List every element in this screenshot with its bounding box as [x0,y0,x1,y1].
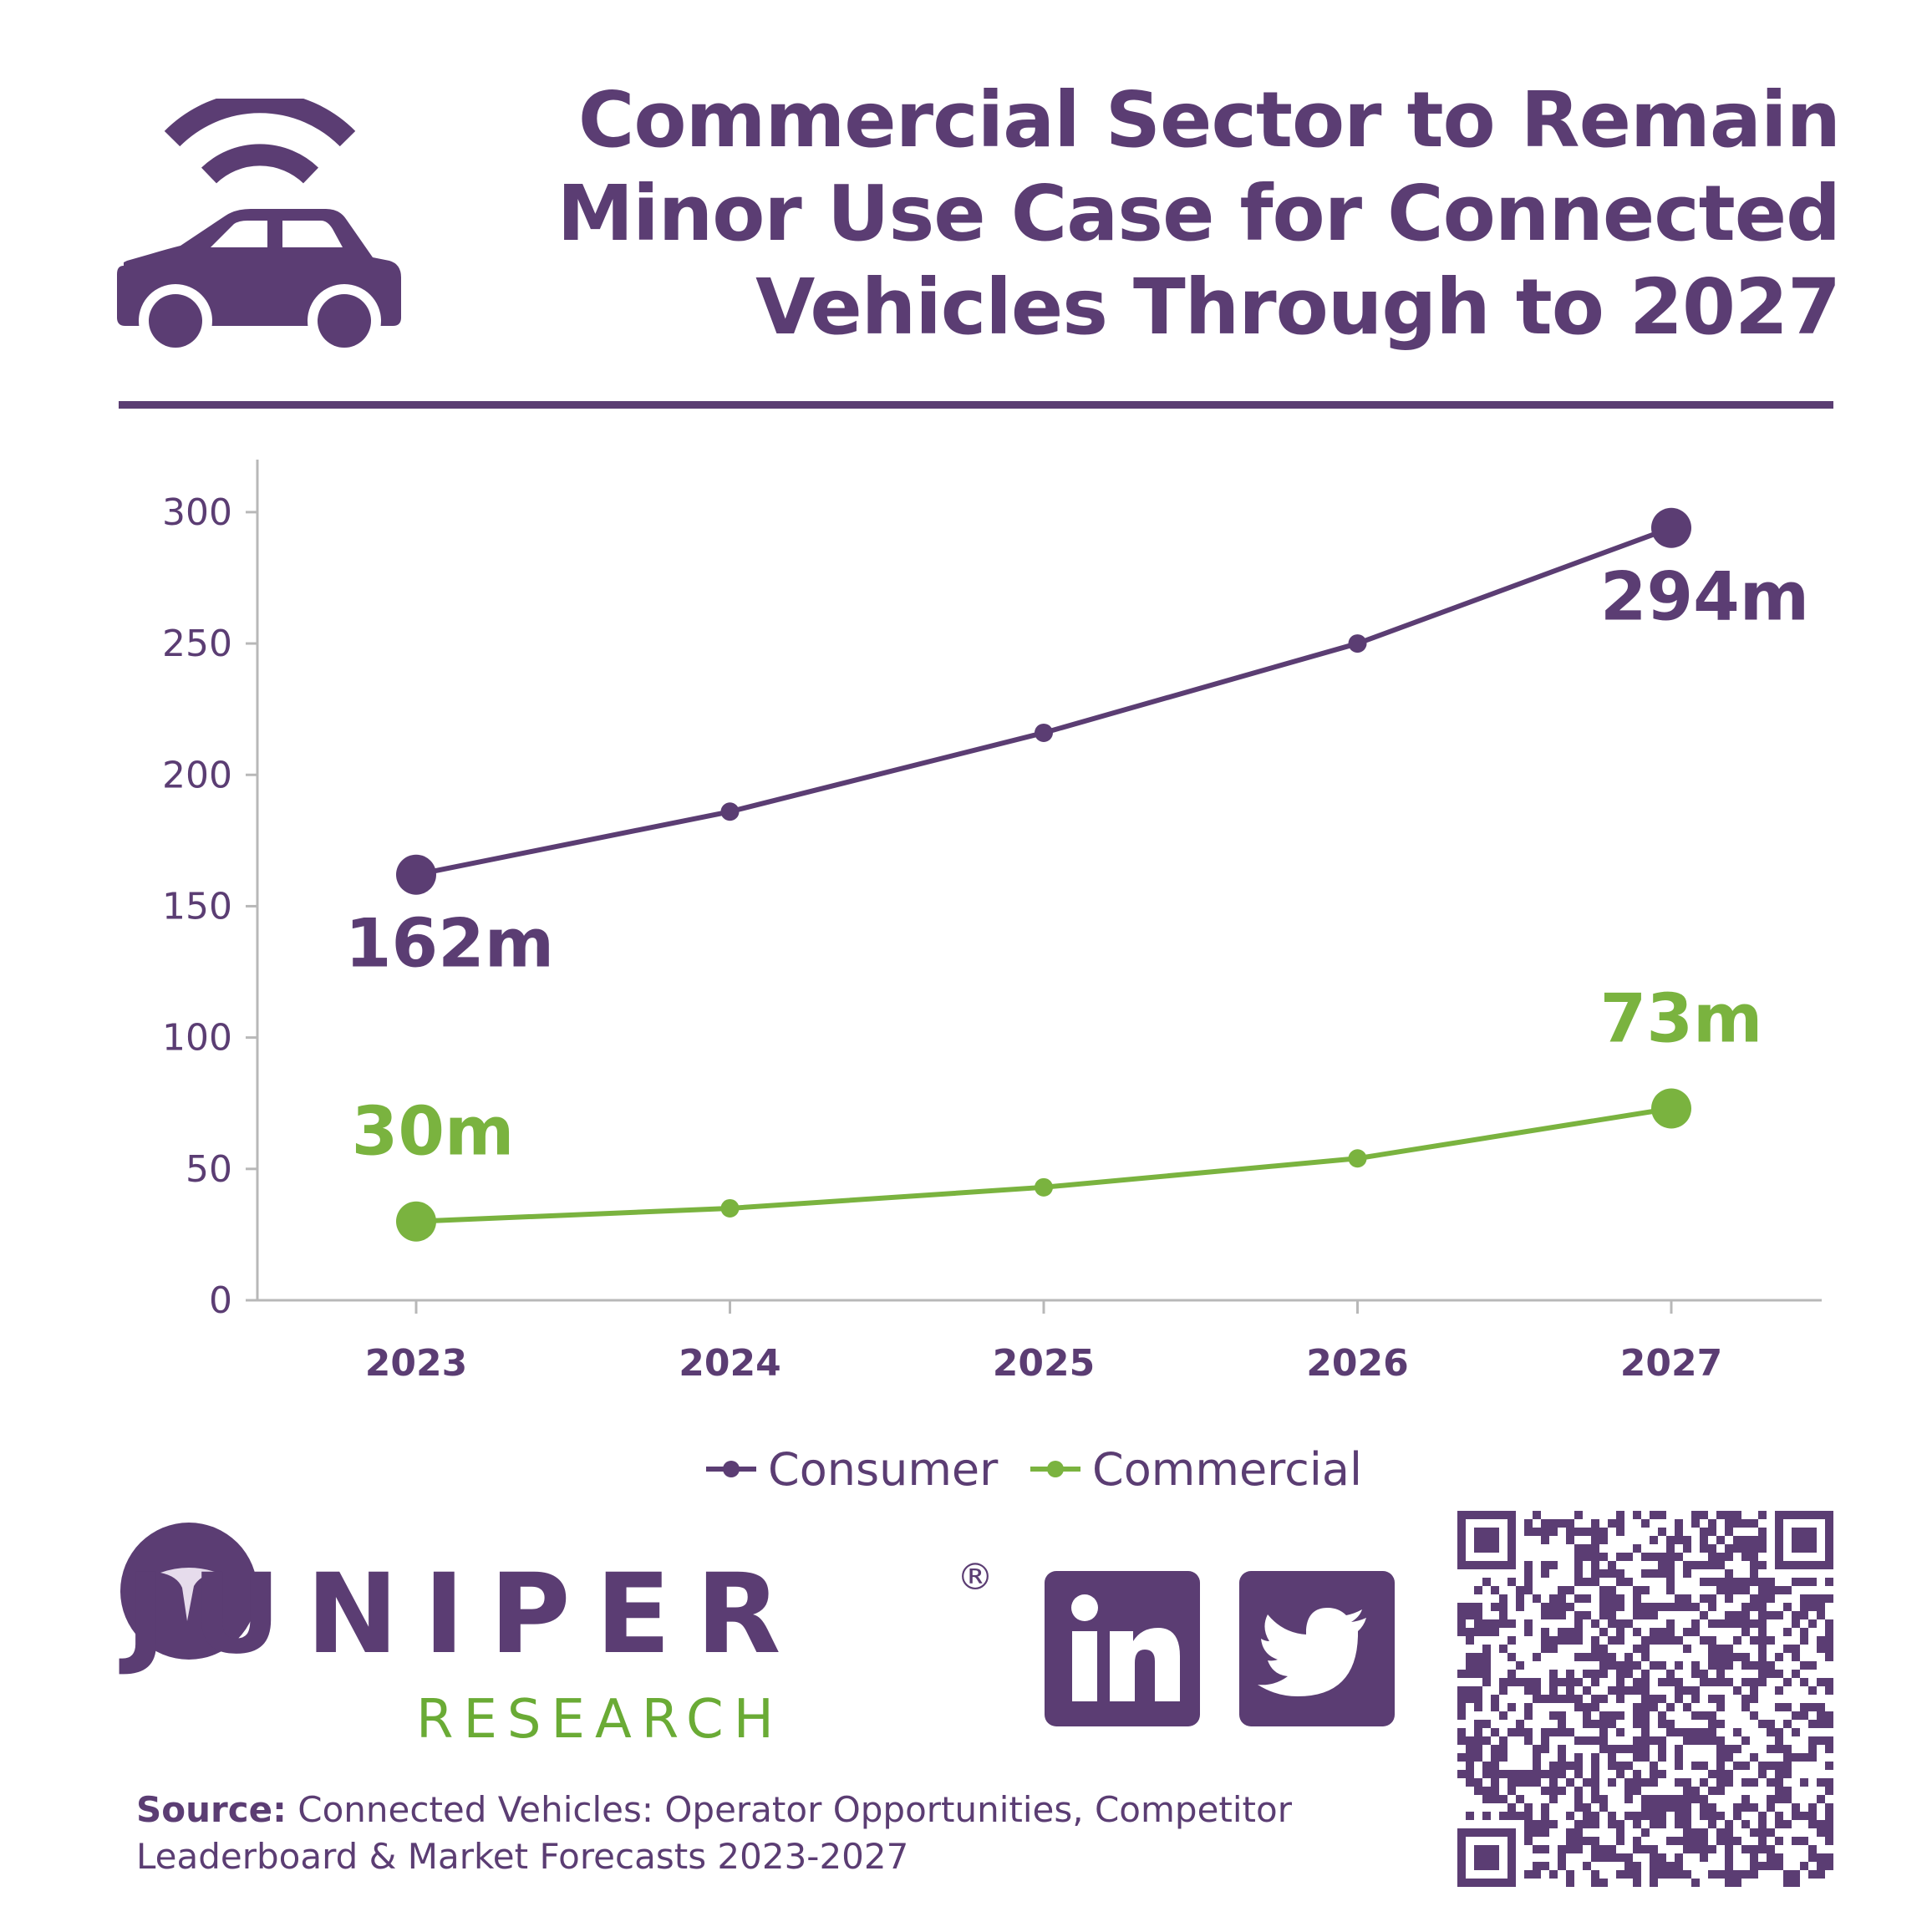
y-tick-label: 150 [162,885,232,928]
x-tick-label: 2026 [1306,1342,1408,1385]
linkedin-icon[interactable] [1045,1571,1200,1726]
x-tick-label: 2025 [993,1342,1095,1385]
source-text: Connected Vehicles: Operator Opportuniti… [136,1789,1292,1877]
data-point-commercial [1035,1177,1053,1197]
brand-name: JUNIPER [125,1550,806,1679]
y-tick-label: 300 [162,491,232,534]
chart-axes: 0 50 100 150 200 250 300 2023 2024 2025 2026 2027 [162,460,1822,1385]
title-divider [119,401,1833,409]
data-label-consumer: 162m [345,905,554,983]
series-line-commercial [415,1106,1672,1224]
data-label-commercial: 73m [1600,980,1763,1058]
qr-modules [1457,1511,1833,1887]
data-label-commercial: 30m [352,1093,515,1171]
x-tick-label: 2023 [365,1342,467,1385]
chart-series [396,507,1691,1242]
data-label-consumer: 294m [1600,558,1809,636]
source-label: Source: [136,1789,287,1830]
qr-code[interactable] [1457,1511,1833,1887]
y-tick-label: 50 [186,1148,232,1191]
legend-marker-commercial [1047,1461,1064,1477]
data-point-commercial [720,1198,740,1218]
juniper-logo [120,1523,257,1660]
data-point-consumer [1035,723,1053,742]
x-tick-label: 2027 [1620,1342,1722,1385]
legend-label-consumer: Consumer [768,1443,999,1496]
series-line-consumer [415,525,1673,877]
legend-label-commercial: Commercial [1092,1443,1362,1496]
data-point-consumer [1348,634,1367,653]
legend-marker-consumer [723,1461,740,1477]
qr-finder-pattern [1457,1828,1516,1887]
qr-finder-pattern [1457,1511,1516,1569]
twitter-icon[interactable] [1239,1571,1395,1726]
data-point-consumer [720,802,740,821]
data-point-consumer [1651,507,1691,548]
y-tick-label: 100 [162,1017,232,1060]
data-point-consumer [396,854,436,895]
title-line-1: Commercial Sector to Remain [577,75,1841,165]
connected-car-icon [117,99,401,358]
brand-subtitle: RESEARCH [416,1689,784,1751]
y-tick-label: 200 [162,754,232,796]
line-chart: 0 50 100 150 200 250 300 2023 2024 2025 2026 2027 1… [162,460,1822,1496]
chart-legend: Consumer Commercial [706,1443,1362,1496]
y-tick-label: 250 [162,623,232,665]
data-point-commercial [1651,1088,1691,1129]
title-line-2: Minor Use Case for Connected [557,169,1841,258]
data-point-commercial [396,1201,436,1242]
title-line-3: Vehicles Through to 2027 [755,262,1841,352]
data-point-commercial [1348,1149,1367,1168]
qr-finder-pattern [1775,1511,1833,1569]
x-tick-label: 2024 [679,1342,780,1385]
chart-annotations: 162m 294m 30m 73m [345,558,1809,1171]
source-note: Source: Connected Vehicles: Operator Opp… [136,1787,1390,1880]
y-tick-label: 0 [209,1279,232,1322]
page-title: Commercial Sector to Remain Minor Use Ca… [536,74,1841,354]
brand-registered-mark: ® [957,1556,994,1599]
